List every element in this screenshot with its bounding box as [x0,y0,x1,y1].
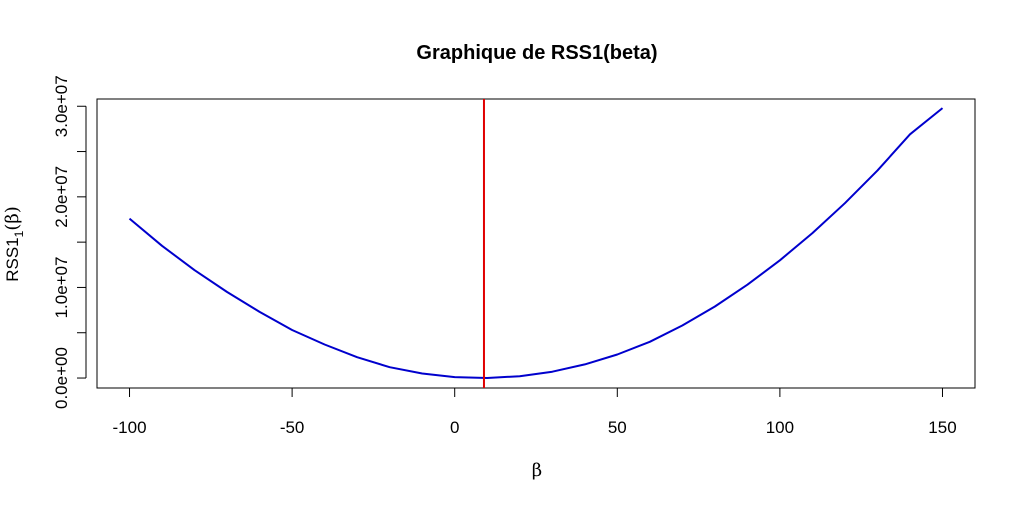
x-tick-label: 50 [608,418,627,437]
y-axis-label-subscript: 1 [12,230,26,237]
chart-title: Graphique de RSS1(beta) [416,42,657,64]
plot-frame [96,98,976,389]
y-tick-label: 0.0e+00 [52,347,71,409]
x-axis: -100 -50 0 50 100 150 [113,387,957,437]
y-tick-label: 1.0e+07 [52,256,71,318]
x-tick-label: 150 [928,418,956,437]
x-tick-label: 100 [766,418,794,437]
y-tick-label: 3.0e+07 [52,75,71,137]
y-tick-label: 2.0e+07 [52,166,71,228]
series-line-0 [128,107,944,379]
y-axis-label-suffix: (β) [2,206,23,230]
x-axis-label: β [532,460,542,481]
y-axis-label: RSS11(β) [2,206,26,282]
y-axis-label-main: RSS1 [3,237,22,281]
x-tick-label: 0 [450,418,459,437]
x-tick-label: -100 [113,418,147,437]
x-tick-label: -50 [280,418,305,437]
series-layer [128,107,944,379]
y-axis: 0.0e+00 1.0e+07 2.0e+07 3.0e+07 [52,75,87,409]
